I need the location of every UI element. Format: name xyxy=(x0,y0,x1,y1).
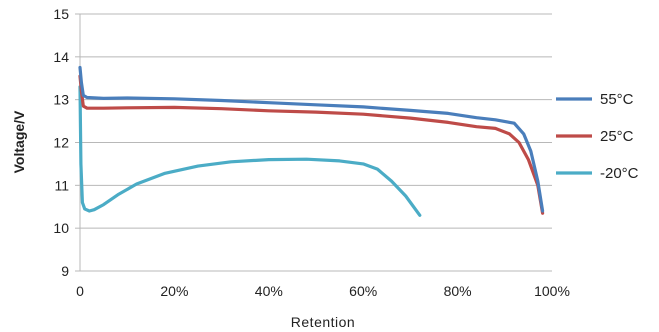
x-axis-label: Retention xyxy=(291,314,355,330)
series-lines xyxy=(78,65,545,217)
x-tick-label: 80% xyxy=(444,283,472,299)
series-line xyxy=(78,74,545,215)
y-tick-label: 11 xyxy=(54,177,69,193)
x-tick-label: 100% xyxy=(534,283,570,299)
x-tick-label: 20% xyxy=(160,283,188,299)
y-axis-label: Voltage/V xyxy=(11,110,27,173)
y-tick-labels: 9 10 11 12 13 14 15 xyxy=(53,6,69,279)
series-line xyxy=(78,65,545,213)
legend-label: 55°C xyxy=(600,91,634,108)
legend-label: 25°C xyxy=(600,128,634,145)
axes xyxy=(75,13,552,272)
x-tick-label: 0 xyxy=(76,283,84,299)
y-tick-label: 14 xyxy=(53,49,69,65)
y-tick-label: 9 xyxy=(61,263,69,279)
x-tick-labels: 0 20% 40% 60% 80% 100% xyxy=(76,283,570,299)
grid-lines xyxy=(80,13,552,229)
y-tick-label: 12 xyxy=(53,135,69,151)
series-line xyxy=(78,85,422,217)
y-tick-label: 13 xyxy=(53,92,69,108)
legend: 55°C 25°C -20°C xyxy=(556,91,639,182)
x-tick-label: 40% xyxy=(255,283,283,299)
y-tick-label: 10 xyxy=(53,220,69,236)
y-tick-label: 15 xyxy=(53,6,69,22)
legend-label: -20°C xyxy=(600,165,639,182)
x-tick-label: 60% xyxy=(349,283,377,299)
